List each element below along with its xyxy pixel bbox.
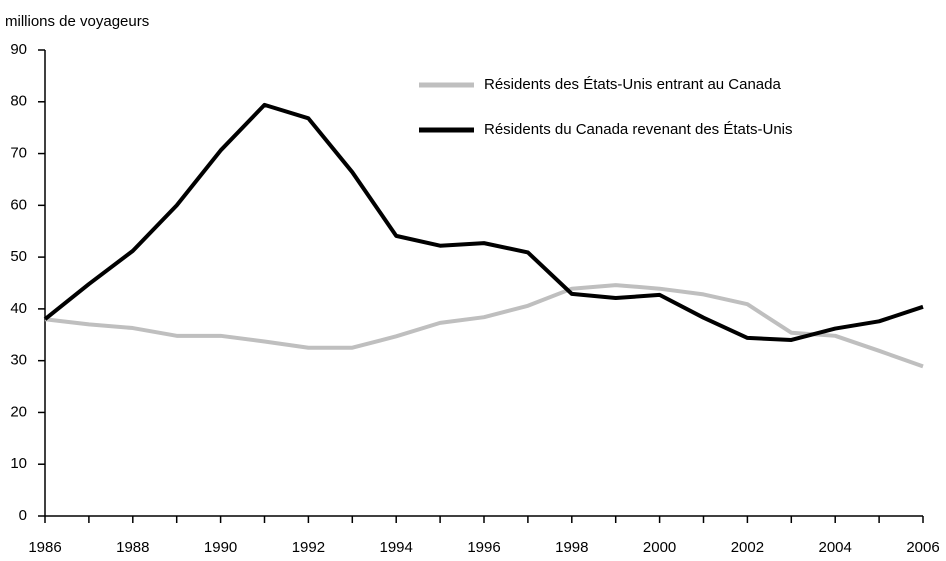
x-tick-label: 1994	[380, 539, 413, 556]
x-tick-label: 1996	[467, 539, 500, 556]
x-tick-label: 2006	[906, 539, 939, 556]
y-tick-label: 70	[10, 145, 27, 162]
x-tick-label: 2002	[731, 539, 764, 556]
y-tick-label: 80	[10, 93, 27, 110]
y-tick-label: 40	[10, 300, 27, 317]
x-tick-label: 1986	[28, 539, 61, 556]
x-tick-label: 2000	[643, 539, 676, 556]
legend-label: Résidents du Canada revenant des États-U…	[484, 121, 793, 138]
x-tick-label: 1992	[292, 539, 325, 556]
y-tick-label: 10	[10, 455, 27, 472]
legend-label: Résidents des États-Unis entrant au Cana…	[484, 76, 781, 93]
y-tick-label: 20	[10, 403, 27, 420]
x-tick-label: 1990	[204, 539, 237, 556]
y-tick-label: 0	[19, 507, 27, 524]
y-axis-label: millions de voyageurs	[5, 13, 149, 30]
y-tick-label: 30	[10, 352, 27, 369]
x-tick-label: 1998	[555, 539, 588, 556]
y-tick-label: 60	[10, 196, 27, 213]
series-line	[44, 283, 924, 369]
y-tick-label: 50	[10, 248, 27, 265]
y-tick-label: 90	[10, 41, 27, 58]
x-tick-label: 1988	[116, 539, 149, 556]
x-tick-label: 2004	[819, 539, 852, 556]
series-line	[43, 102, 924, 342]
